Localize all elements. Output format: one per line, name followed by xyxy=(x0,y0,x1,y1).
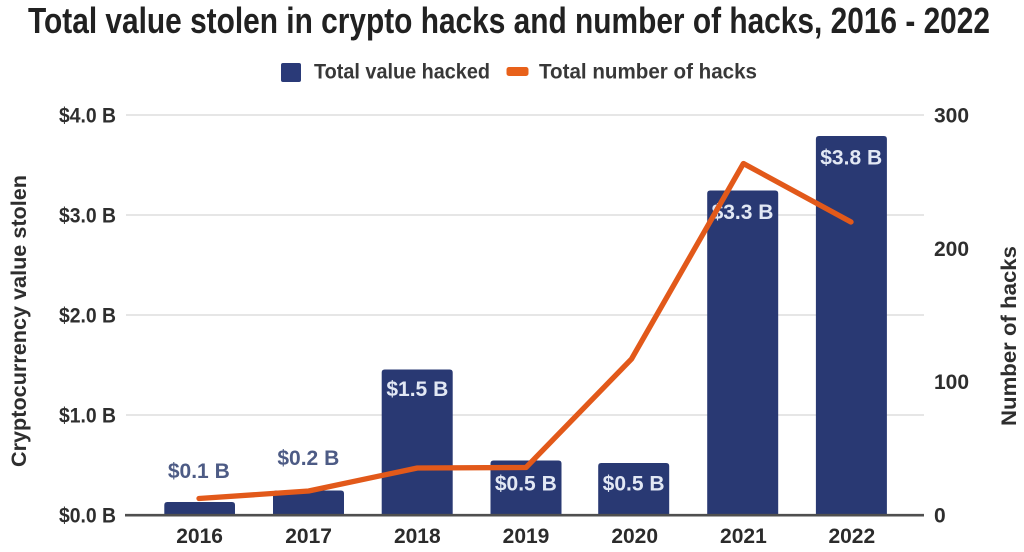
svg-text:$1.0 B: $1.0 B xyxy=(59,405,116,428)
svg-text:$3.3 B: $3.3 B xyxy=(712,201,774,224)
svg-text:300: 300 xyxy=(934,105,969,128)
svg-text:Total value stolen in crypto h: Total value stolen in crypto hacks and n… xyxy=(28,0,990,41)
svg-text:$3.8 B: $3.8 B xyxy=(820,147,882,170)
svg-text:2021: 2021 xyxy=(720,525,767,548)
svg-text:$0.2 B: $0.2 B xyxy=(277,447,339,470)
svg-text:200: 200 xyxy=(934,238,969,261)
svg-text:$0.1 B: $0.1 B xyxy=(168,460,230,483)
svg-text:$0.0 B: $0.0 B xyxy=(59,505,116,528)
svg-text:100: 100 xyxy=(934,371,969,394)
svg-text:2022: 2022 xyxy=(828,525,875,548)
svg-text:$0.5 B: $0.5 B xyxy=(603,473,665,496)
svg-text:Total number of hacks: Total number of hacks xyxy=(539,61,757,84)
svg-text:2020: 2020 xyxy=(611,525,658,548)
svg-text:Cryptocurrency value stolen: Cryptocurrency value stolen xyxy=(8,175,31,467)
svg-text:Total value hacked: Total value hacked xyxy=(314,61,490,84)
svg-text:Number of hacks: Number of hacks xyxy=(998,246,1021,426)
svg-text:$3.0 B: $3.0 B xyxy=(59,205,116,228)
svg-text:$0.5 B: $0.5 B xyxy=(495,472,557,495)
svg-text:2019: 2019 xyxy=(503,525,550,548)
svg-text:2017: 2017 xyxy=(285,525,332,548)
svg-text:$1.5 B: $1.5 B xyxy=(386,378,448,401)
svg-text:$4.0 B: $4.0 B xyxy=(59,105,116,128)
svg-text:2016: 2016 xyxy=(176,525,223,548)
svg-text:0: 0 xyxy=(934,505,946,528)
svg-text:2018: 2018 xyxy=(394,525,441,548)
svg-text:$2.0 B: $2.0 B xyxy=(59,305,116,328)
